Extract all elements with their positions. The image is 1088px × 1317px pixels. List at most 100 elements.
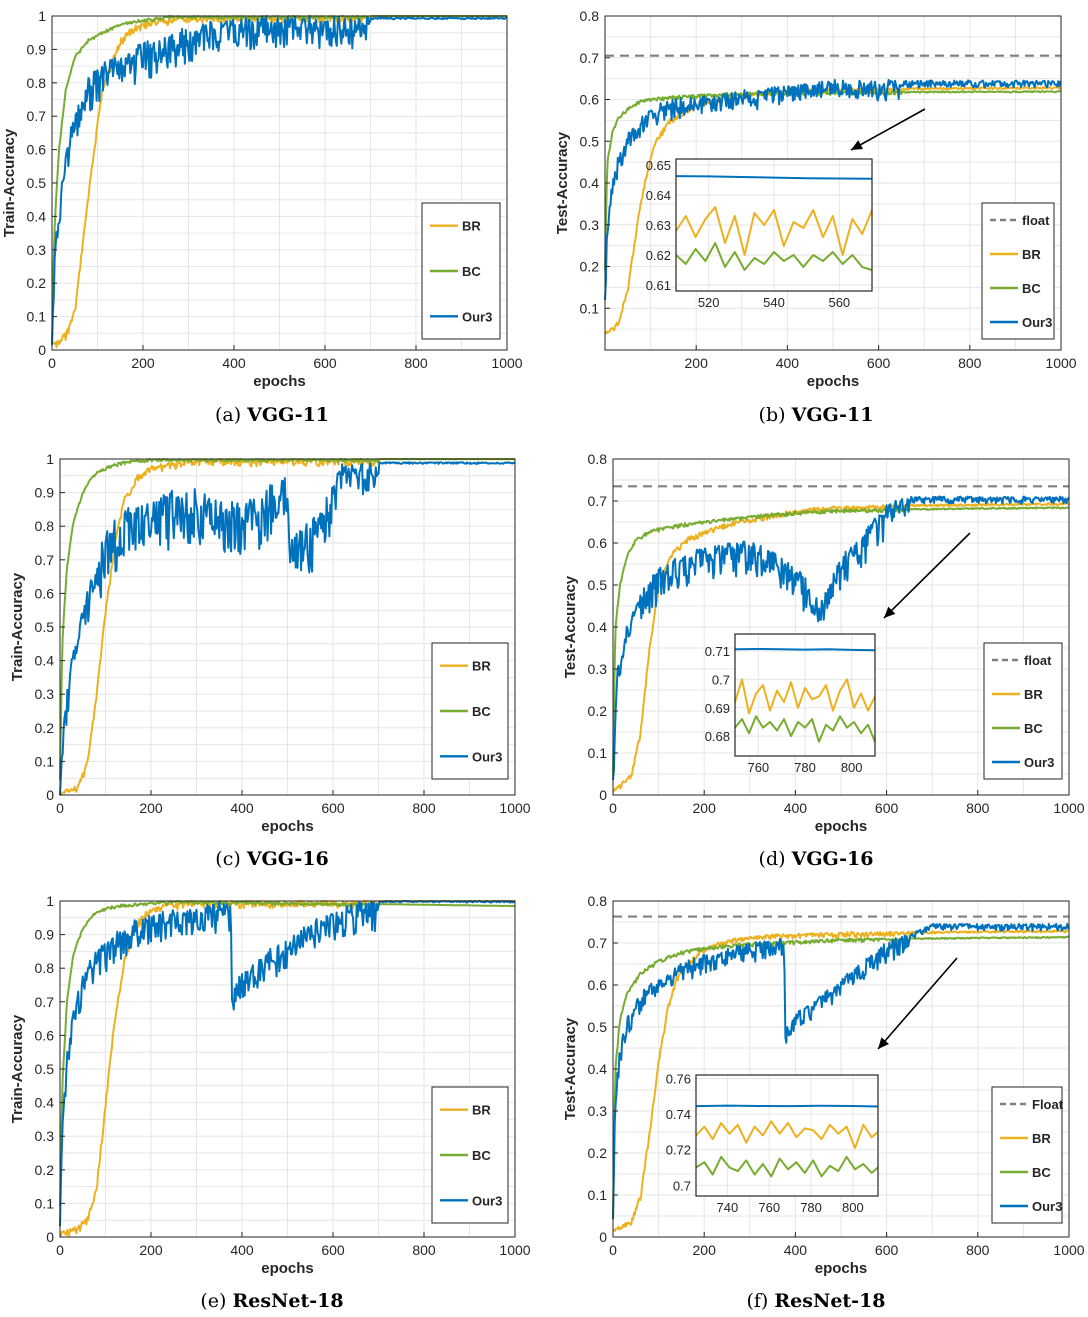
- y-tick-label: 0.3: [27, 242, 47, 258]
- y-tick-label: 0.8: [588, 451, 608, 467]
- caption-f: (f) ResNet-18: [544, 1290, 1088, 1312]
- y-axis-label: Train-Accuracy: [9, 1014, 26, 1123]
- y-tick-label: 0.6: [588, 535, 608, 551]
- y-tick-label: 0.5: [588, 1019, 608, 1035]
- x-tick-label: 200: [131, 355, 155, 371]
- x-tick-label: 200: [693, 1242, 717, 1258]
- series-line-our3: [51, 15, 508, 345]
- inset-x-tick-label: 760: [747, 760, 769, 775]
- x-tick-label: 400: [776, 355, 800, 371]
- y-tick-label: 0.7: [35, 552, 55, 568]
- zoom-arrow-head: [851, 140, 864, 150]
- caption-name: VGG-11: [791, 404, 874, 426]
- inset-series-br: [695, 1120, 879, 1149]
- legend-label-bc: BC: [1022, 281, 1041, 296]
- inset-y-tick-label: 0.71: [705, 644, 730, 659]
- inset-box: [734, 633, 876, 757]
- y-tick-label: 0.4: [580, 175, 600, 191]
- y-tick-label: 0.8: [580, 8, 600, 24]
- legend-label-br: BR: [1022, 247, 1041, 262]
- inset-series-br: [734, 678, 876, 715]
- x-tick-label: 0: [609, 800, 617, 816]
- y-tick-label: 0.7: [588, 935, 608, 951]
- inset-x-tick-label: 780: [794, 760, 816, 775]
- chart-f: 0 200 400 600 800 1000 0 0.1 0.2 0.3 0.4 0.5 0.6 0.7 0…: [562, 893, 1085, 1277]
- y-tick-label: 0.9: [27, 41, 47, 57]
- chart-d: 0 200 400 600 800 1000 0 0.1 0.2 0.3 0.4 0.5 0.6 0.7 0…: [562, 451, 1085, 835]
- x-tick-label: 600: [867, 355, 891, 371]
- legend-label-bc: BC: [472, 1148, 491, 1163]
- caption-tag: (c): [215, 848, 241, 870]
- y-tick-label: 0.4: [588, 1061, 608, 1077]
- x-tick-label: 0: [609, 1242, 617, 1258]
- caption-tag: (b): [758, 404, 786, 426]
- inset-series-bc: [695, 1155, 879, 1178]
- x-axis-label: epochs: [815, 818, 868, 835]
- legend-box: [983, 642, 1063, 780]
- x-tick-label: 600: [313, 355, 337, 371]
- chart-c: 0 200 400 600 800 1000 0 0.1 0.2 0.3 0.4 0.5 0.6 0.7 0…: [9, 451, 531, 835]
- inset-x-tick-label: 740: [717, 1200, 739, 1215]
- inset: 740 760 780 800 0.7 0.72 0.74 0.76: [666, 957, 958, 1215]
- x-tick-label: 1000: [1045, 355, 1076, 371]
- y-tick-label: 0.6: [35, 1027, 55, 1043]
- x-tick-label: 400: [784, 1242, 808, 1258]
- legend-label-our3: Our3: [462, 309, 492, 324]
- y-tick-label: 1: [46, 893, 54, 909]
- y-tick-label: 0.4: [35, 1095, 55, 1111]
- x-tick-label: 800: [966, 1242, 990, 1258]
- inset-series-our3: [734, 648, 876, 652]
- legend: BR BC Our3: [431, 1086, 509, 1224]
- y-tick-label: 0.2: [35, 720, 55, 736]
- y-tick-label: 0.4: [27, 208, 47, 224]
- x-tick-label: 600: [321, 1242, 345, 1258]
- x-tick-label: 200: [693, 800, 717, 816]
- inset-y-tick-label: 0.69: [705, 701, 730, 716]
- caption-c: (c) VGG-16: [0, 848, 544, 870]
- series-line-our3: [604, 78, 1062, 301]
- inset-y-tick-label: 0.61: [646, 278, 671, 293]
- legend: float BR BC Our3: [983, 642, 1063, 780]
- x-tick-label: 800: [404, 355, 428, 371]
- x-tick-label: 400: [222, 355, 246, 371]
- caption-name: VGG-11: [247, 404, 330, 426]
- series-line-our3: [59, 461, 516, 796]
- x-tick-label: 1000: [1053, 1242, 1084, 1258]
- y-axis-label: Test-Accuracy: [554, 131, 571, 234]
- legend-label-our3: Our3: [1022, 315, 1052, 330]
- y-tick-label: 1: [46, 451, 54, 467]
- inset-x-tick-label: 800: [841, 760, 863, 775]
- x-tick-label: 200: [685, 355, 709, 371]
- y-tick-label: 0.8: [27, 75, 47, 91]
- inset-y-tick-label: 0.74: [666, 1107, 691, 1122]
- legend: float BR BC Our3: [981, 202, 1055, 340]
- y-axis-label: Train-Accuracy: [9, 572, 26, 681]
- y-tick-label: 0.1: [27, 309, 47, 325]
- y-tick-label: 0.3: [580, 217, 600, 233]
- y-tick-label: 0.2: [588, 703, 608, 719]
- x-tick-label: 1000: [499, 800, 530, 816]
- y-tick-label: 0.9: [35, 485, 55, 501]
- y-tick-label: 0.5: [588, 577, 608, 593]
- legend: BR BC Our3: [431, 642, 509, 780]
- y-tick-label: 0.5: [35, 1061, 55, 1077]
- x-axis-label: epochs: [807, 373, 860, 390]
- y-tick-label: 0.7: [580, 50, 600, 66]
- x-tick-label: 800: [966, 800, 990, 816]
- y-tick-label: 0.3: [588, 661, 608, 677]
- y-tick-label: 0.6: [35, 585, 55, 601]
- x-tick-label: 800: [412, 800, 436, 816]
- series-line-bc: [59, 900, 516, 1207]
- inset-y-tick-label: 0.65: [646, 158, 671, 173]
- legend-label-our3: Our3: [1024, 755, 1054, 770]
- chart-a: 0 200 400 600 800 1000 0 0.1 0.2 0.3 0.4 0.5 0.6 0.7 0…: [1, 8, 523, 390]
- chart-e: 0 200 400 600 800 1000 0 0.1 0.2 0.3 0.4 0.5 0.6 0.7 0…: [9, 893, 531, 1277]
- caption-e: (e) ResNet-18: [0, 1290, 544, 1312]
- inset-x-tick-label: 520: [698, 295, 720, 310]
- inset-x-tick-label: 760: [758, 1200, 780, 1215]
- series-line-our3: [59, 900, 516, 1227]
- legend: BR BC Our3: [421, 202, 501, 340]
- y-tick-label: 0.3: [35, 1128, 55, 1144]
- x-tick-label: 600: [875, 800, 899, 816]
- legend-label-float: Float: [1032, 1097, 1064, 1112]
